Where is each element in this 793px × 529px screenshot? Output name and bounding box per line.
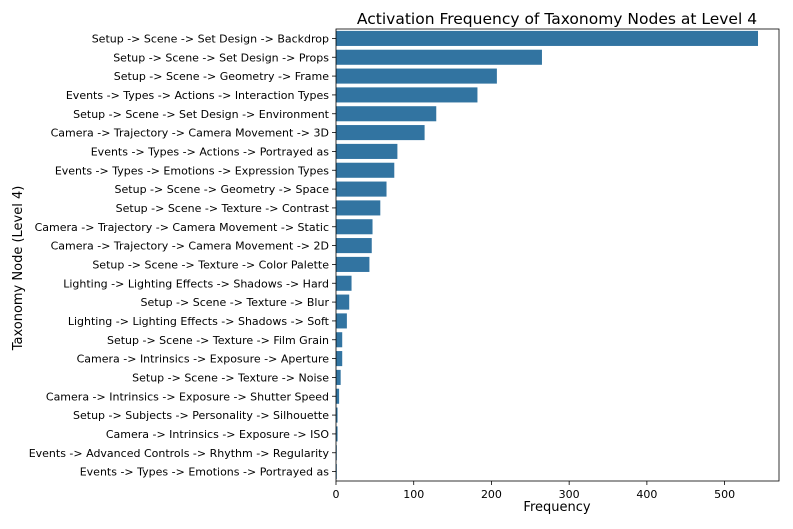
bar: [336, 68, 497, 84]
bar: [336, 87, 478, 103]
bar: [336, 106, 437, 122]
x-tick-label: 100: [403, 488, 424, 501]
x-axis-label: Frequency: [523, 500, 590, 515]
y-tick-label: Setup -> Scene -> Set Design -> Backdrop: [92, 32, 329, 45]
chart-title: Activation Frequency of Taxonomy Nodes a…: [357, 10, 757, 28]
y-tick-label: Events -> Types -> Emotions -> Expressio…: [55, 164, 329, 177]
y-tick-label: Camera -> Trajectory -> Camera Movement …: [51, 127, 329, 140]
y-tick-label: Camera -> Intrinsics -> Exposure -> Aper…: [77, 353, 330, 366]
plot-frame: [335, 28, 780, 482]
bar: [336, 181, 387, 197]
bar: [336, 313, 347, 329]
y-tick-label: Lighting -> Lighting Effects -> Shadows …: [63, 277, 329, 290]
y-tick-label: Setup -> Scene -> Geometry -> Frame: [114, 70, 329, 83]
bar: [336, 219, 373, 235]
y-tick-label: Lighting -> Lighting Effects -> Shadows …: [68, 315, 330, 328]
bar: [336, 275, 352, 291]
y-tick-label: Setup -> Scene -> Texture -> Film Grain: [107, 334, 329, 347]
y-axis-label: Taxonomy Node (Level 4): [11, 186, 26, 352]
bar: [336, 351, 343, 367]
bar: [336, 49, 542, 65]
y-tick-label: Setup -> Scene -> Set Design -> Props: [113, 51, 329, 64]
bar: [336, 426, 338, 442]
x-tick-label: 400: [636, 488, 657, 501]
bar: [336, 238, 372, 254]
y-tick-label: Events -> Advanced Controls -> Rhythm ->…: [29, 447, 330, 460]
bar: [336, 294, 350, 310]
y-tick-labels: Setup -> Scene -> Set Design -> Backdrop…: [29, 32, 336, 479]
y-tick-label: Events -> Types -> Actions -> Interactio…: [66, 89, 329, 102]
y-tick-label: Setup -> Scene -> Texture -> Blur: [141, 296, 330, 309]
y-tick-label: Setup -> Scene -> Texture -> Contrast: [116, 202, 330, 215]
bar: [336, 125, 425, 141]
bar: [336, 162, 395, 178]
x-tick-label: 300: [559, 488, 580, 501]
y-tick-label: Events -> Types -> Emotions -> Portrayed…: [80, 466, 330, 479]
bar: [336, 30, 759, 46]
x-tick-label: 0: [333, 488, 340, 501]
y-tick-label: Camera -> Trajectory -> Camera Movement …: [51, 240, 329, 253]
x-tick-label: 200: [481, 488, 502, 501]
bar: [336, 332, 343, 348]
bar: [336, 143, 398, 159]
y-tick-label: Camera -> Intrinsics -> Exposure -> ISO: [106, 428, 330, 441]
bar: [336, 407, 338, 423]
y-tick-label: Setup -> Scene -> Set Design -> Environm…: [73, 108, 330, 121]
bar: [336, 256, 370, 272]
x-tick-label: 500: [714, 488, 735, 501]
y-tick-label: Events -> Types -> Actions -> Portrayed …: [91, 145, 330, 158]
bar: [336, 200, 381, 216]
y-tick-label: Camera -> Intrinsics -> Exposure -> Shut…: [46, 390, 329, 403]
axes-frame: [335, 28, 780, 482]
bar: [336, 388, 340, 404]
bars-group: [336, 30, 759, 480]
x-axis-ticks: 0 100 200 300 400 500: [333, 481, 735, 501]
y-tick-label: Setup -> Subjects -> Personality -> Silh…: [73, 409, 329, 422]
y-tick-label: Setup -> Scene -> Texture -> Noise: [132, 371, 329, 384]
y-tick-label: Camera -> Trajectory -> Camera Movement …: [35, 221, 329, 234]
y-tick-label: Setup -> Scene -> Geometry -> Space: [115, 183, 330, 196]
y-tick-label: Setup -> Scene -> Texture -> Color Palet…: [92, 258, 329, 271]
bar: [336, 369, 341, 385]
